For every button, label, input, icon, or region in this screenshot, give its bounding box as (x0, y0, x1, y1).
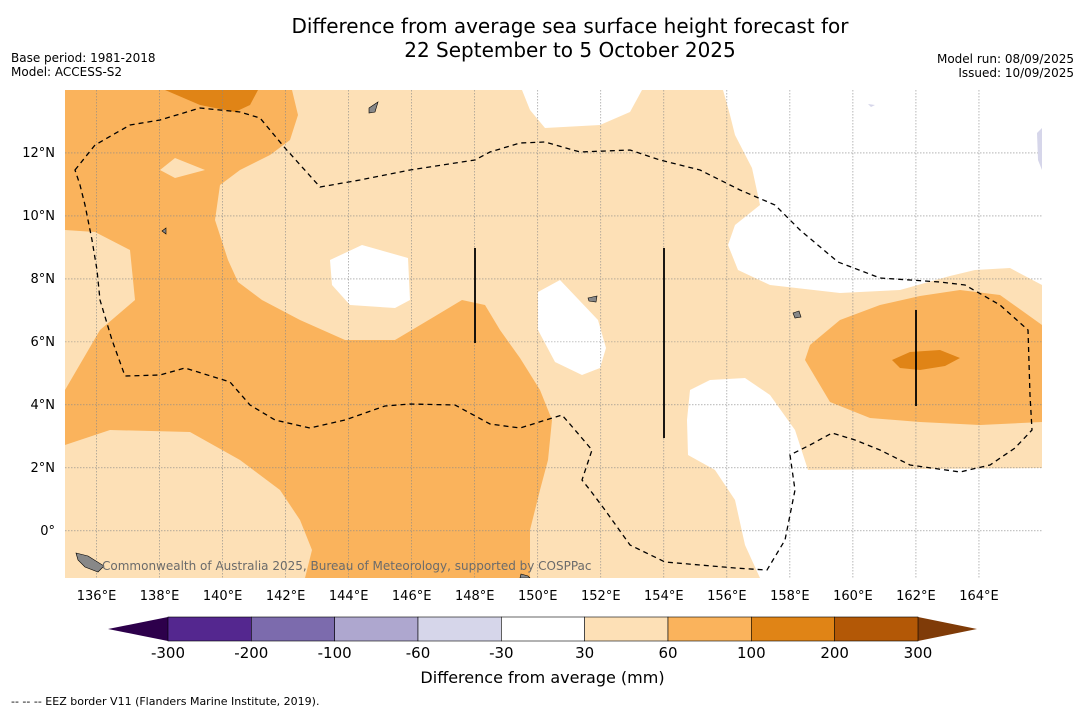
anomaly-neutral-region (687, 378, 1042, 578)
colorbar-cell (417, 616, 502, 642)
latitude-tick-label: 12°N (22, 146, 55, 161)
colorbar-tick-label: -300 (151, 644, 185, 662)
colorbar-cell (667, 616, 752, 642)
longitude-tick-label: 150°E (518, 589, 558, 604)
colorbar-tick-label: -200 (234, 644, 268, 662)
colorbar-cell (167, 616, 252, 642)
longitude-tick-label: 146°E (392, 589, 432, 604)
anomaly-30-60-region (65, 230, 135, 390)
colorbar-cell (834, 616, 919, 642)
colorbar-tick-label: -100 (318, 644, 352, 662)
anomaly-neutral-region (538, 280, 606, 375)
anomaly-neutral-region (330, 245, 410, 308)
anomaly-60-100-region (65, 90, 552, 578)
longitude-labels: 136°E 138°E 140°E 142°E 144°E 146°E 148°E 150°E… (77, 589, 999, 604)
island (161, 227, 167, 235)
eez-border (74, 107, 1033, 571)
colorbar-tick-label: -30 (489, 644, 514, 662)
island (75, 552, 105, 573)
longitude-tick-label: 138°E (140, 589, 180, 604)
latitude-tick-label: 0° (40, 524, 55, 539)
latitude-labels: 12°N 10°N 8°N 6°N 4°N 2°N 0° (22, 146, 55, 539)
longitude-tick-label: 158°E (770, 589, 810, 604)
longitude-tick-label: 156°E (707, 589, 747, 604)
colorbar-tick-label: 60 (658, 644, 677, 662)
longitude-tick-label: 148°E (455, 589, 495, 604)
anomaly-neutral-region (723, 90, 1042, 293)
longitude-tick-label: 164°E (959, 589, 999, 604)
island (368, 101, 379, 114)
latitude-tick-label: 2°N (31, 461, 56, 476)
title-line-1: Difference from average sea surface heig… (291, 14, 849, 38)
map-plot-area: Commonwealth of Australia 2025, Bureau o… (65, 90, 1042, 578)
colorbar-tick-label: 300 (904, 644, 933, 662)
colorbar-cell (751, 616, 835, 642)
colorbar-tick-label: 30 (575, 644, 594, 662)
left-metadata: Base period: 1981-2018 Model: ACCESS-S2 (11, 51, 156, 79)
anomaly-30-60-region (160, 158, 205, 178)
longitude-tick-label: 162°E (896, 589, 936, 604)
base-period: Base period: 1981-2018 (11, 51, 156, 65)
colorbar-cell (334, 616, 419, 642)
colorbar-cell (251, 616, 335, 642)
longitude-tick-label: 142°E (266, 589, 306, 604)
latitude-tick-label: 4°N (31, 398, 56, 413)
title-line-2: 22 September to 5 October 2025 (404, 38, 736, 62)
island (519, 573, 531, 578)
colorbar-tick-label: -60 (406, 644, 431, 662)
colorbar-tick-label: 200 (820, 644, 849, 662)
longitude-tick-label: 140°E (203, 589, 243, 604)
map-title: Difference from average sea surface heig… (0, 14, 1085, 62)
longitude-tick-label: 144°E (329, 589, 369, 604)
model-run: Model run: 08/09/2025 (936, 52, 1074, 66)
island (792, 310, 802, 319)
longitude-tick-label: 136°E (77, 589, 117, 604)
colorbar-cell (584, 616, 669, 642)
colorbar-under-arrow (108, 617, 168, 641)
island (1037, 128, 1042, 170)
credit-text: Commonwealth of Australia 2025, Bureau o… (102, 559, 592, 573)
longitude-tick-label: 152°E (581, 589, 621, 604)
island (587, 295, 598, 303)
colorbar-tick-label: 100 (737, 644, 766, 662)
anomaly-100-200-region (165, 90, 258, 112)
issued-date: Issued: 10/09/2025 (958, 66, 1074, 80)
right-metadata: Model run: 08/09/2025 Issued: 10/09/2025 (937, 52, 1074, 80)
latitude-tick-label: 6°N (31, 335, 56, 350)
latitude-tick-label: 8°N (31, 272, 56, 287)
island (868, 104, 875, 107)
eez-footnote: -- -- -- EEZ border V11 (Flanders Marine… (11, 695, 320, 708)
colorbar-label: Difference from average (mm) (420, 668, 665, 687)
anomaly-neutral-region (522, 90, 642, 128)
map-gridlines (65, 90, 1042, 578)
colorbar: -300 -200 -100 -60 -30 30 60 100 200 300 (108, 616, 977, 662)
model-name: Model: ACCESS-S2 (11, 65, 123, 79)
latitude-tick-label: 10°N (22, 209, 55, 224)
anomaly-100-200-region (892, 350, 960, 370)
longitude-tick-label: 154°E (644, 589, 684, 604)
colorbar-over-arrow (918, 617, 977, 641)
longitude-tick-label: 160°E (833, 589, 873, 604)
colorbar-cell (501, 616, 585, 642)
